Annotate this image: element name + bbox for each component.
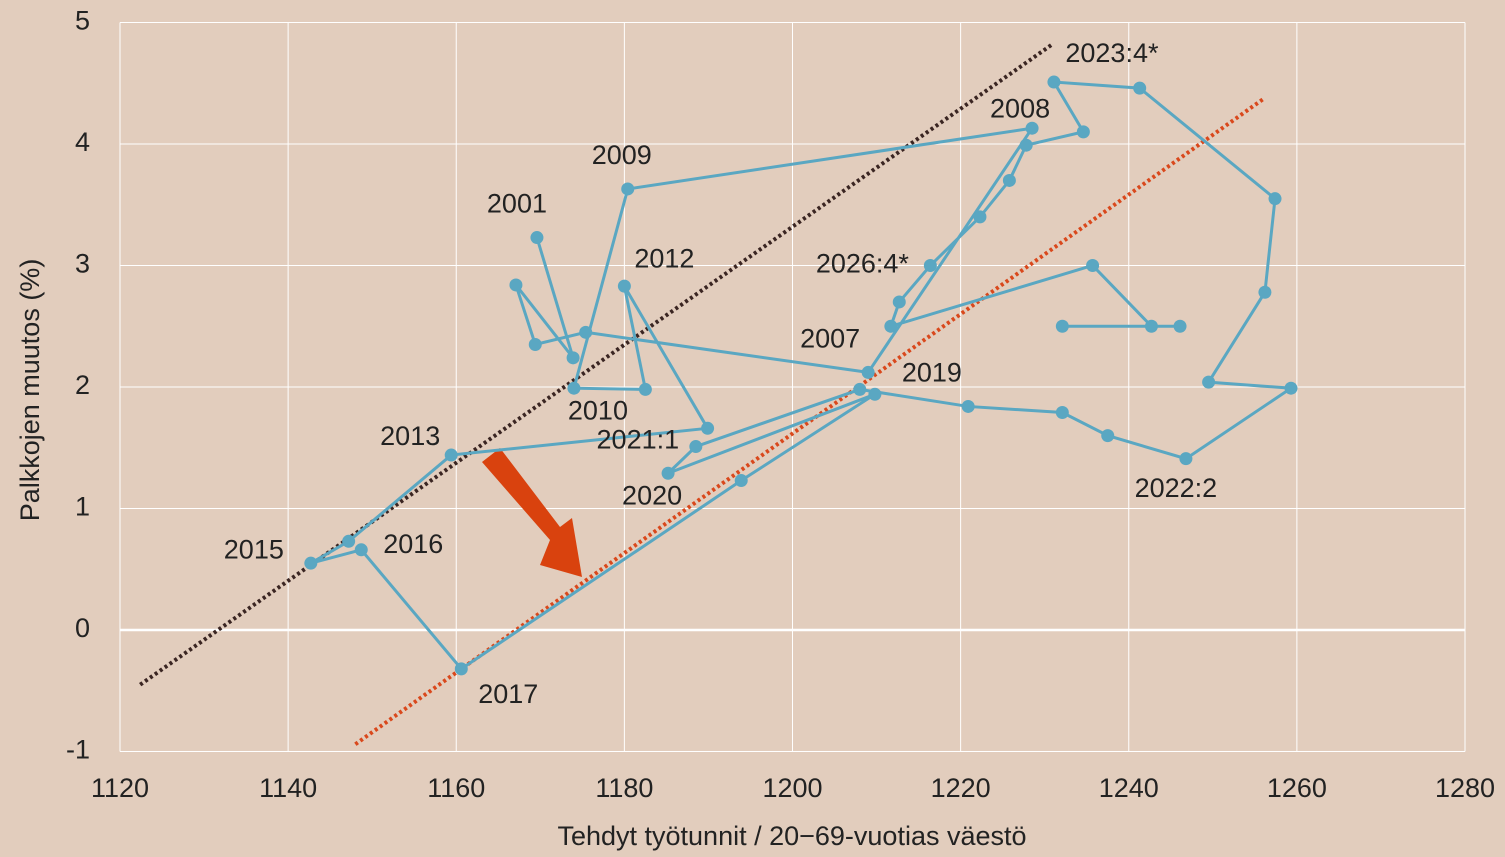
point <box>1047 75 1061 89</box>
point <box>1202 375 1216 389</box>
point-label: 2016 <box>383 529 443 559</box>
point <box>1025 121 1039 135</box>
point <box>304 556 318 570</box>
point <box>1076 125 1090 139</box>
y-tick-label: 1 <box>75 492 90 522</box>
x-tick-label: 1180 <box>595 773 653 803</box>
point <box>1086 259 1100 272</box>
point-label: 2001 <box>487 189 547 219</box>
point <box>689 440 703 454</box>
point <box>1055 406 1069 420</box>
point <box>1133 81 1147 95</box>
point <box>923 259 937 272</box>
point <box>884 319 898 333</box>
y-tick-label: 0 <box>75 613 90 643</box>
point <box>579 325 593 339</box>
point-label: 2015 <box>224 534 284 564</box>
point <box>892 295 906 309</box>
point <box>1258 285 1272 299</box>
point <box>853 382 867 396</box>
x-tick-label: 1260 <box>1267 773 1327 803</box>
point-label: 2020 <box>622 480 682 510</box>
x-tick-label: 1280 <box>1435 773 1495 803</box>
point <box>1173 319 1187 333</box>
x-axis-label: Tehdyt työtunnit / 20−69-vuotias väestö <box>557 821 1026 851</box>
point <box>509 278 523 292</box>
point <box>1055 319 1069 333</box>
point <box>638 382 652 396</box>
point-label: 2023:4* <box>1065 38 1159 68</box>
point <box>1101 429 1115 443</box>
point-label: 2021:1 <box>597 425 680 455</box>
x-tick-label: 1220 <box>931 773 991 803</box>
y-tick-label: 3 <box>75 249 90 279</box>
point <box>701 421 715 435</box>
x-tick-label: 1120 <box>91 773 149 803</box>
x-tick-label: 1140 <box>259 773 317 803</box>
point-label: 2012 <box>634 243 694 273</box>
point-label: 2017 <box>478 679 538 709</box>
y-tick-label: 2 <box>75 370 90 400</box>
point-label: 2022:2 <box>1135 473 1218 503</box>
point-label: 2009 <box>592 140 652 170</box>
point <box>354 543 368 557</box>
point <box>1002 173 1016 187</box>
point-label: 2026:4* <box>816 249 910 279</box>
marks: 2001 2007 2008 2009 2010 2012 2013 2015 2016 2017… <box>224 38 1298 709</box>
point <box>621 182 635 196</box>
point-label: 2019 <box>902 357 962 387</box>
point-label: 2010 <box>568 395 628 425</box>
point <box>444 448 458 462</box>
point-label: 2013 <box>380 421 440 451</box>
point <box>528 337 542 351</box>
point <box>1268 192 1282 206</box>
point <box>861 365 875 379</box>
point-label: 2008 <box>990 93 1050 123</box>
y-tick-label: 5 <box>75 6 90 36</box>
point <box>1019 138 1033 152</box>
point <box>734 474 748 488</box>
point-label: 2007 <box>800 324 860 354</box>
point <box>961 399 975 413</box>
point <box>1144 319 1158 333</box>
y-tick-label: 4 <box>75 127 90 157</box>
point <box>617 279 631 293</box>
arrow <box>482 448 582 577</box>
grid: -1 0 1 2 3 4 5 1120 1140 1160 1180 1200 1220 1240 1260… <box>66 6 1495 804</box>
point <box>566 351 580 365</box>
point <box>1284 381 1298 395</box>
point <box>567 381 581 395</box>
x-tick-label: 1240 <box>1099 773 1159 803</box>
point <box>661 466 675 480</box>
point <box>454 662 468 676</box>
x-tick-label: 1200 <box>762 773 822 803</box>
point <box>868 387 882 401</box>
y-axis-label: Palkkojen muutos (%) <box>15 259 45 522</box>
point <box>342 534 356 548</box>
x-tick-label: 1160 <box>427 773 485 803</box>
point <box>973 210 987 224</box>
point <box>530 231 544 245</box>
y-tick-label: -1 <box>66 735 90 765</box>
point <box>1179 452 1193 466</box>
